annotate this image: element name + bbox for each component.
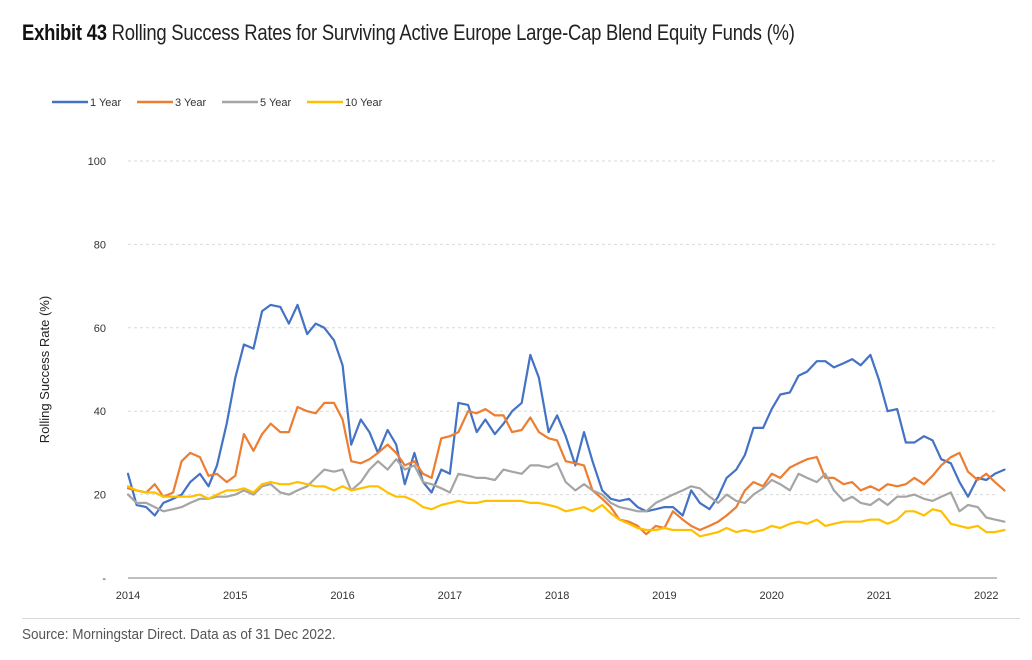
x-tick-label: 2016 — [330, 590, 354, 602]
y-tick-label: 20 — [94, 490, 106, 502]
y-tick-label: - — [102, 573, 106, 585]
x-tick-label: 2021 — [867, 590, 891, 602]
legend-label-10-year: 10 Year — [345, 97, 383, 109]
exhibit-number: Exhibit 43 — [22, 20, 107, 45]
x-tick-label: 2014 — [116, 590, 140, 602]
series-line-10-year — [126, 481, 1006, 538]
source-note: Source: Morningstar Direct. Data as of 3… — [22, 626, 336, 643]
y-tick-label: 80 — [94, 239, 106, 251]
legend-label-5-year: 5 Year — [260, 97, 292, 109]
x-tick-label: 2018 — [545, 590, 569, 602]
legend-label-1-year: 1 Year — [90, 97, 122, 109]
y-axis-label: Rolling Success Rate (%) — [37, 296, 52, 443]
source-divider — [22, 618, 1020, 619]
x-tick-label: 2019 — [652, 590, 676, 602]
series-line-1-year — [126, 303, 1006, 517]
line-chart: - 20 40 60 80 100 2014 2015 2016 2017 2018 2019 2020… — [37, 97, 1006, 602]
x-tick-label: 2017 — [438, 590, 462, 602]
chart-title: Exhibit 43 Rolling Success Rates for Sur… — [22, 20, 795, 46]
x-tick-label: 2022 — [974, 590, 998, 602]
x-tick-label: 2015 — [223, 590, 247, 602]
x-tick-label: 2020 — [759, 590, 783, 602]
series-line-5-year — [126, 458, 1006, 523]
y-tick-label: 100 — [88, 156, 106, 168]
legend-label-3-year: 3 Year — [175, 97, 207, 109]
y-tick-label: 60 — [94, 323, 106, 335]
y-tick-label: 40 — [94, 406, 106, 418]
series-line-3-year — [126, 401, 1006, 536]
chart-title-text: Rolling Success Rates for Surviving Acti… — [111, 20, 795, 45]
